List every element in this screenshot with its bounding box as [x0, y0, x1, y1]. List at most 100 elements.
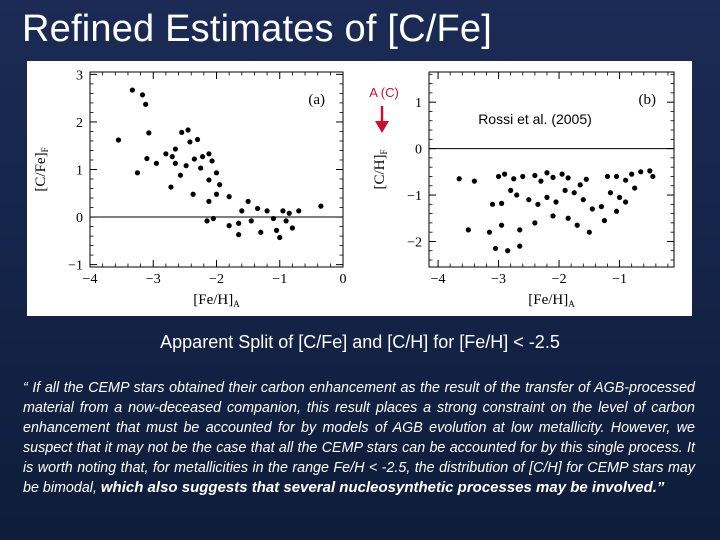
x-tick-label: −1	[272, 272, 287, 287]
data-point	[146, 130, 152, 136]
data-point	[129, 87, 135, 93]
data-point	[498, 200, 505, 206]
data-point	[153, 160, 160, 166]
data-point	[502, 171, 508, 177]
data-point	[562, 187, 568, 193]
data-point	[495, 173, 502, 180]
data-point	[505, 248, 511, 254]
data-point	[168, 184, 174, 190]
data-point	[604, 173, 611, 180]
data-point	[187, 139, 193, 145]
data-point	[650, 173, 656, 180]
data-point	[194, 136, 201, 143]
data-point	[465, 227, 471, 233]
data-point	[550, 213, 556, 219]
plot-frame	[89, 71, 344, 268]
data-point	[613, 208, 620, 214]
x-tick-label: −1	[612, 272, 627, 287]
data-point	[559, 171, 565, 177]
data-point	[134, 170, 141, 176]
data-point	[544, 194, 550, 200]
y-tick-label: 1	[415, 96, 422, 111]
x-tick-label: −4	[431, 272, 446, 287]
x-tick-label: −2	[552, 272, 567, 287]
data-point	[226, 194, 232, 200]
y-tick-label: 0	[415, 143, 422, 158]
x-tick-label: −3	[146, 272, 161, 287]
data-point	[289, 225, 295, 231]
data-point	[520, 173, 526, 180]
data-point	[571, 190, 577, 196]
data-point	[198, 165, 204, 171]
data-point	[550, 174, 556, 180]
data-point	[239, 208, 245, 214]
data-point	[623, 177, 629, 183]
arrow-label: A (C)	[369, 85, 399, 100]
data-point	[191, 156, 197, 162]
y-axis-label: [C/Fe]F	[33, 147, 50, 191]
data-point	[213, 170, 220, 176]
panel-label: (b)	[639, 92, 657, 108]
data-point	[565, 175, 571, 181]
data-point	[489, 201, 496, 207]
data-point	[517, 227, 523, 233]
data-point	[286, 210, 292, 216]
data-point	[607, 190, 614, 196]
data-point	[492, 245, 499, 252]
data-point	[280, 208, 286, 214]
data-point	[580, 197, 586, 203]
data-point	[179, 129, 185, 136]
data-point	[190, 191, 196, 197]
data-point	[226, 223, 232, 229]
data-point	[213, 191, 220, 197]
data-point	[629, 171, 635, 177]
quote-part-1: “ If all the CEMP stars obtained their c…	[23, 380, 695, 496]
data-point	[248, 218, 254, 224]
x-axis-label: [Fe/H]A	[193, 292, 240, 309]
y-tick-label: −1	[407, 189, 422, 204]
data-point	[553, 199, 559, 205]
data-point	[538, 178, 544, 184]
data-point	[273, 227, 280, 233]
panel-a: −4 −3 −2 −1 0 −1 0 1 2 3 (a) [Fe/H]A [C/Fe]F	[33, 68, 347, 309]
data-point	[172, 160, 178, 166]
panel-label: (a)	[308, 92, 325, 108]
data-point	[209, 158, 215, 164]
data-point	[236, 232, 242, 238]
data-point	[206, 198, 212, 204]
annotation-arrow	[375, 106, 389, 133]
data-point	[544, 170, 550, 176]
data-point	[183, 163, 189, 169]
data-point	[526, 197, 532, 203]
data-point	[598, 204, 605, 210]
slide-title: Refined Estimates of [C/Fe]	[22, 8, 493, 50]
data-point	[613, 173, 620, 180]
panel-b: −4 −3 −2 −1 −2 −1 0 1 (b) [Fe/H]A [C/H]F	[372, 71, 675, 309]
data-point	[318, 203, 324, 209]
data-point	[210, 215, 216, 222]
data-point	[177, 172, 184, 178]
data-point	[486, 229, 493, 235]
data-point	[245, 198, 251, 204]
data-point	[508, 187, 514, 193]
quote-part-2: which also suggests that several nucleos…	[100, 479, 665, 496]
y-tick-label: 1	[76, 164, 83, 179]
data-point	[511, 176, 517, 182]
data-point	[206, 151, 212, 157]
y-tick-label: −1	[68, 259, 83, 274]
data-point	[143, 101, 149, 107]
x-tick-label: −4	[83, 272, 98, 287]
data-point	[456, 176, 462, 182]
y-tick-label: 0	[76, 211, 83, 226]
data-point	[270, 215, 277, 222]
data-point	[586, 229, 592, 235]
reference-label: Rossi et al. (2005)	[478, 111, 592, 127]
data-point	[517, 243, 523, 249]
scatter-figure: −4 −3 −2 −1 0 −1 0 1 2 3 (a) [Fe/H]A [C/Fe]F −4 −3 −2−…	[27, 61, 692, 316]
quote-text: “ If all the CEMP stars obtained their c…	[23, 378, 695, 498]
data-point	[647, 168, 653, 174]
data-point	[163, 151, 169, 157]
y-tick-label: 2	[76, 116, 83, 131]
data-point	[169, 154, 175, 160]
